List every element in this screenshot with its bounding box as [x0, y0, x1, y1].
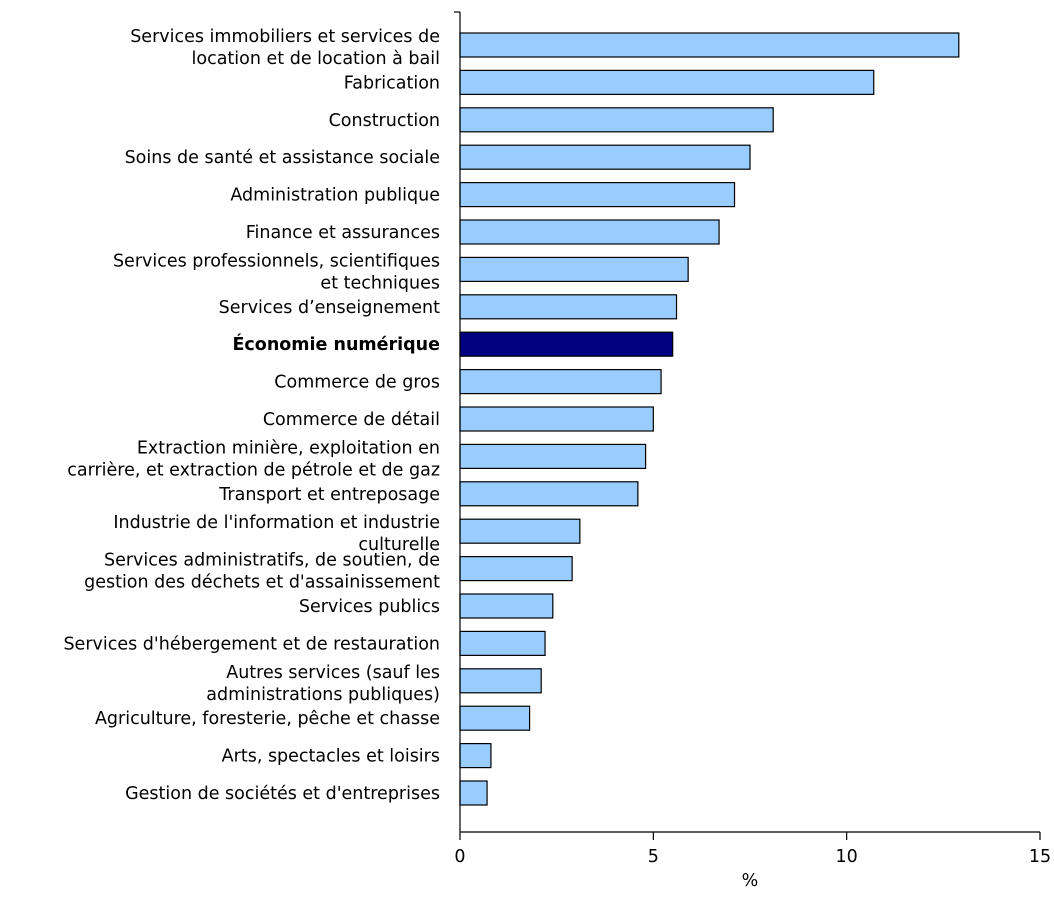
category-label: Commerce de gros [274, 373, 440, 393]
category-labels-group: Services immobiliers et services de locat… [63, 27, 440, 804]
bar [459, 256, 689, 282]
category-label-line: culturelle [358, 535, 440, 555]
bar [459, 294, 678, 320]
x-tick-label: 15 [1029, 847, 1051, 867]
category-label: Services d'hébergement et de restauratio… [63, 634, 440, 654]
bar [459, 107, 774, 133]
category-label-line: Autres services (sauf les [226, 663, 440, 683]
category-label: Services administratifs, de soutien, de g… [84, 551, 440, 593]
category-label: Extraction minière, exploitation en carri… [67, 438, 440, 480]
bar [459, 593, 554, 619]
category-label: Construction [329, 111, 440, 131]
category-label: Services d’enseignement [219, 298, 441, 318]
bar [459, 32, 960, 58]
category-label: Autres services (sauf les administrations… [206, 663, 440, 705]
category-label-line: Services professionnels, scientifiques [113, 251, 440, 271]
category-label: Commerce de détail [263, 410, 440, 430]
bar [459, 705, 531, 731]
category-label: Économie numérique [232, 333, 440, 355]
category-label-line: Industrie de l'information et industrie [113, 513, 440, 533]
category-label-line: gestion des déchets et d'assainissement [84, 573, 440, 593]
bar [459, 518, 581, 544]
bar [459, 182, 736, 208]
category-label: Industrie de l'information et industrie c… [113, 513, 440, 555]
x-axis-title: % [742, 871, 759, 891]
x-tick-label: 10 [836, 847, 858, 867]
bar [459, 630, 546, 657]
category-label: Agriculture, foresterie, pêche et chasse [95, 709, 440, 729]
category-label-line: administrations publiques) [206, 685, 440, 705]
category-label-line: Services administratifs, de soutien, de [104, 551, 440, 571]
category-label: Transport et entreposage [218, 485, 440, 505]
category-label: Services professionnels, scientifiques et… [113, 251, 440, 293]
bar [459, 555, 573, 582]
category-label-line: Extraction minière, exploitation en [137, 438, 440, 458]
category-label: Finance et assurances [246, 223, 440, 243]
category-label: Services immobiliers et services de locat… [130, 27, 440, 69]
bar [459, 481, 639, 507]
bar [459, 69, 875, 96]
category-label-line: carrière, et extraction de pétrole et de… [67, 460, 440, 480]
bar [459, 406, 654, 432]
bar [459, 443, 647, 469]
category-label: Fabrication [344, 73, 440, 93]
category-label: Gestion de sociétés et d'entreprises [125, 784, 440, 804]
bar [459, 144, 751, 170]
bar [459, 369, 662, 395]
bar-highlight [459, 331, 674, 357]
category-label-line: et techniques [320, 273, 440, 293]
bar [459, 742, 492, 769]
bar [459, 780, 488, 806]
category-label: Services publics [299, 597, 440, 617]
axes-group: 0 5 10 15 [454, 11, 1051, 867]
category-label: Administration publique [230, 186, 440, 206]
bars-group [459, 32, 960, 806]
x-tick-label: 5 [648, 847, 659, 867]
category-label: Arts, spectacles et loisirs [222, 747, 440, 767]
category-label-line: location et de location à bail [192, 49, 440, 69]
x-tick-label: 0 [454, 847, 465, 867]
category-label: Soins de santé et assistance sociale [125, 148, 440, 168]
category-label-line: Services immobiliers et services de [130, 27, 440, 47]
bar [459, 219, 720, 245]
bar [459, 668, 542, 694]
